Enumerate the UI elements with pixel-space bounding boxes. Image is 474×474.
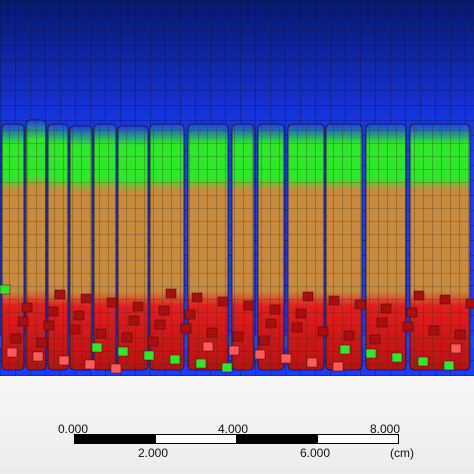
damage-cell [58,355,70,366]
damage-cell [43,320,55,331]
damage-cell [328,295,340,306]
damage-cell [69,324,81,335]
damage-cell [169,354,181,365]
scale-label-0: 0.000 [58,422,89,436]
scale-label-4: 4.000 [218,422,249,436]
damage-cell [121,332,133,343]
column-mesh [70,126,92,370]
damage-cell [36,337,48,348]
damage-cell [80,293,92,304]
damage-cell [117,346,129,357]
damage-cell [258,335,270,346]
damage-cell [217,296,229,307]
scale-segment-1 [74,434,156,444]
damage-cell [73,310,85,321]
scale-unit: (cm) [390,446,414,460]
damage-cell [165,288,177,299]
damage-cell [147,336,159,347]
column-mesh [150,124,184,370]
damage-cell [6,347,18,358]
damage-cell [95,328,107,339]
scale-bar: 0.000 4.000 8.000 2.000 6.000 (cm) [0,376,474,474]
damage-cell [443,360,455,371]
damage-cell [228,345,240,356]
damage-cell [454,329,466,340]
column-mesh [410,124,470,370]
column-mesh [118,126,148,370]
damage-cell [180,323,192,334]
damage-cell [91,342,103,353]
damage-cell [413,290,425,301]
column-mesh [366,124,406,370]
damage-cell [332,361,344,372]
damage-cell [206,327,218,338]
damage-cell [21,302,33,313]
damage-cell [380,303,392,314]
damage-cell [339,344,351,355]
damage-cell [54,289,66,300]
damage-cell [191,292,203,303]
damage-cell [369,334,381,345]
damage-cell [232,331,244,342]
damage-cell [17,316,29,327]
damage-cell [302,291,314,302]
column-mesh [326,124,362,370]
damage-cell [158,305,170,316]
damage-cell [202,341,214,352]
damage-cell [154,319,166,330]
damage-cell [128,315,140,326]
scale-segment-2 [155,434,237,444]
scale-segment-4 [317,434,399,444]
damage-cell [376,317,388,328]
damage-cell [280,353,292,364]
damage-cell [132,301,144,312]
column-mesh [26,120,46,370]
column-mesh [258,124,284,370]
damage-cell [243,300,255,311]
damage-cell [465,298,474,309]
damage-cell [317,326,329,337]
damage-cell [354,299,366,310]
damage-cell [221,362,233,373]
scale-label-6: 6.000 [300,446,331,460]
damage-cell [32,351,44,362]
damage-cell [195,358,207,369]
damage-cell [295,308,307,319]
damage-cell [365,348,377,359]
damage-cell [343,330,355,341]
column-mesh [2,124,24,370]
damage-cell [269,304,281,315]
damage-cell [47,306,59,317]
damage-cell [254,349,266,360]
scale-label-8: 8.000 [370,422,401,436]
structure-columns [0,119,474,374]
damage-cell [391,352,403,363]
damage-cell [10,333,22,344]
scale-label-2: 2.000 [138,446,169,460]
damage-cell [306,357,318,368]
scale-segment-3 [236,434,318,444]
damage-cell [110,363,122,374]
damage-cell [184,309,196,320]
damage-cell [106,297,118,308]
damage-cell [450,343,462,354]
column-mesh [48,124,68,370]
damage-cell [406,307,418,318]
damage-cell [143,350,155,361]
damage-cell [402,321,414,332]
damage-cell [428,325,440,336]
damage-cell [84,359,96,370]
damage-cell [265,318,277,329]
fem-mesh-render [0,0,474,376]
damage-cell [417,356,429,367]
damage-cell [0,284,11,295]
damage-cell [291,322,303,333]
damage-cell [439,294,451,305]
column-mesh [94,124,116,370]
